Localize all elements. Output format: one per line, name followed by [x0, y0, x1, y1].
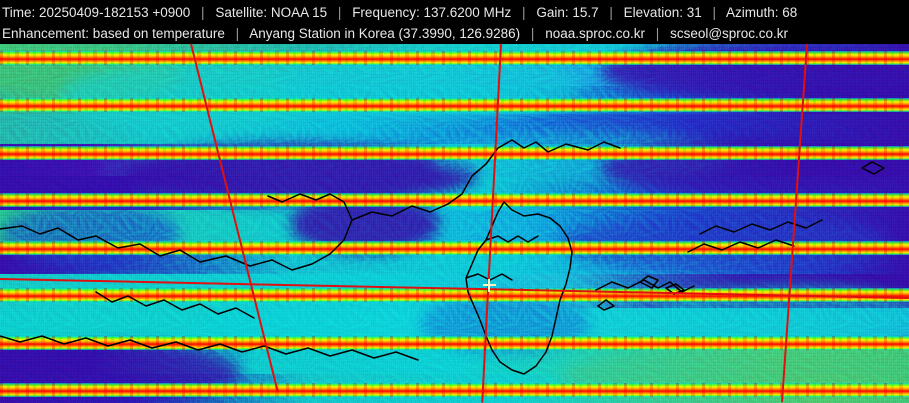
azimuth-field: Azimuth: 68 — [726, 5, 798, 20]
email-link[interactable]: scseol@sproc.co.kr — [670, 26, 789, 41]
apt-sync-stripe — [0, 336, 909, 350]
station-field: Anyang Station in Korea (37.3990, 126.92… — [249, 26, 521, 41]
station-marker-icon[interactable] — [482, 278, 496, 292]
separator-icon: | — [530, 26, 535, 41]
metadata-line-1: Time: 20250409-182153 +0900 | Satellite:… — [2, 2, 909, 23]
apt-sync-stripe — [0, 146, 909, 160]
satellite-field: Satellite: NOAA 15 — [215, 5, 328, 20]
separator-icon: | — [522, 5, 526, 20]
apt-sync-stripe — [0, 98, 909, 112]
metadata-header: Time: 20250409-182153 +0900 | Satellite:… — [0, 0, 909, 44]
cloud-region — [60, 62, 320, 132]
elevation-field: Elevation: 31 — [623, 5, 702, 20]
gain-field: Gain: 15.7 — [536, 5, 599, 20]
time-field: Time: 20250409-182153 +0900 — [2, 5, 191, 20]
separator-icon: | — [201, 5, 205, 20]
separator-icon: | — [712, 5, 717, 20]
separator-icon: | — [337, 5, 342, 20]
enhancement-field: Enhancement: based on temperature — [2, 26, 225, 41]
separator-icon: | — [609, 5, 613, 20]
apt-sync-stripe — [0, 241, 909, 255]
apt-sync-stripe — [0, 193, 909, 207]
metadata-line-2: Enhancement: based on temperature | Anya… — [2, 23, 909, 44]
separator-icon: | — [235, 26, 240, 41]
frequency-field: Frequency: 137.6200 MHz — [352, 5, 512, 20]
satellite-image[interactable] — [0, 44, 909, 403]
satellite-image-canvas — [0, 44, 909, 403]
apt-sync-stripe — [0, 51, 909, 65]
separator-icon: | — [655, 26, 660, 41]
website-link[interactable]: noaa.sproc.co.kr — [545, 26, 646, 41]
apt-sync-stripe — [0, 383, 909, 397]
